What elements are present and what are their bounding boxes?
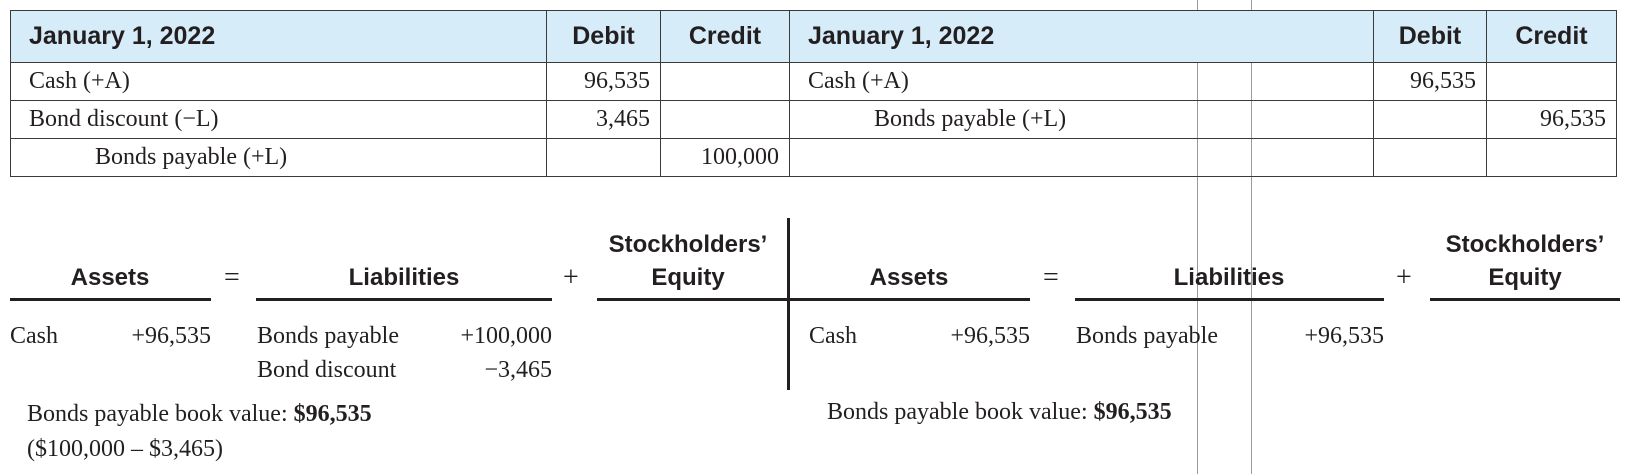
debit-cell: 96,535	[546, 62, 661, 101]
credit-header: Credit	[660, 10, 790, 63]
account-cell: Bonds payable (+L)	[10, 138, 547, 177]
debit-cell	[1373, 100, 1487, 139]
liability-label: Bond discount	[257, 357, 397, 383]
debit-header: Debit	[546, 10, 661, 63]
credit-cell: 100,000	[660, 138, 790, 177]
credit-cell: 96,535	[1486, 100, 1617, 139]
journal-entry-table-discount: January 1, 2022 Debit Credit Cash (+A) 9…	[10, 10, 790, 177]
date-header: January 1, 2022	[10, 10, 547, 63]
liabilities-heading: Liabilities	[348, 264, 460, 291]
book-value-line: Bonds payable book value: $96,535	[27, 401, 372, 428]
asset-label: Cash	[10, 323, 58, 349]
table-row: Cash (+A) 96,535	[789, 62, 1617, 101]
account-cell: Bonds payable (+L)	[789, 100, 1374, 139]
credit-cell	[660, 100, 790, 139]
debit-cell	[1373, 138, 1487, 177]
credit-cell	[1486, 138, 1617, 177]
table-header-row: January 1, 2022 Debit Credit	[10, 10, 790, 63]
book-value-calculation: ($100,000 – $3,465)	[27, 436, 223, 462]
equity-rule	[1430, 298, 1620, 301]
journal-entry-table-net: January 1, 2022 Debit Credit Cash (+A) 9…	[789, 10, 1617, 177]
account-cell	[789, 138, 1374, 177]
liability-label: Bonds payable	[1076, 323, 1218, 349]
debit-cell	[546, 138, 661, 177]
debit-header: Debit	[1373, 10, 1487, 63]
equity-heading-line2: Equity	[651, 264, 725, 291]
asset-value: +96,535	[950, 323, 1030, 349]
table-header-row: January 1, 2022 Debit Credit	[789, 10, 1617, 63]
liability-value: −3,465	[484, 357, 552, 383]
liability-value: +100,000	[460, 323, 552, 349]
book-value-amount: $96,535	[1093, 399, 1172, 425]
account-cell: Cash (+A)	[789, 62, 1374, 101]
liability-label: Bonds payable	[257, 323, 399, 349]
assets-heading: Assets	[70, 264, 150, 291]
book-value-label: Bonds payable book value:	[27, 401, 294, 427]
plus-sign: +	[563, 262, 579, 293]
book-value-line: Bonds payable book value: $96,535	[827, 399, 1172, 426]
divider-line	[1197, 0, 1198, 474]
table-row: Bond discount (−L) 3,465	[10, 100, 790, 139]
assets-rule	[10, 298, 211, 301]
equity-heading-line2: Equity	[1488, 264, 1562, 291]
account-cell: Bond discount (−L)	[10, 100, 547, 139]
asset-value: +96,535	[131, 323, 211, 349]
plus-sign: +	[1396, 262, 1412, 293]
debit-cell: 3,465	[546, 100, 661, 139]
equals-sign: =	[224, 262, 240, 293]
equity-heading-line1: Stockholders’	[608, 231, 768, 258]
divider-line	[1251, 0, 1252, 474]
liabilities-rule	[256, 298, 552, 301]
liabilities-heading: Liabilities	[1173, 264, 1285, 291]
date-header: January 1, 2022	[789, 10, 1374, 63]
assets-rule	[789, 298, 1030, 301]
book-value-amount: $96,535	[293, 401, 372, 427]
credit-cell	[660, 62, 790, 101]
table-row	[789, 138, 1617, 177]
assets-heading: Assets	[869, 264, 949, 291]
liability-value: +96,535	[1304, 323, 1384, 349]
credit-cell	[1486, 62, 1617, 101]
section-divider	[787, 218, 790, 390]
equity-heading-line1: Stockholders’	[1445, 231, 1605, 258]
equals-sign: =	[1043, 262, 1059, 293]
book-value-label: Bonds payable book value:	[827, 399, 1094, 425]
equity-rule	[597, 298, 789, 301]
table-row: Bonds payable (+L) 96,535	[789, 100, 1617, 139]
debit-cell: 96,535	[1373, 62, 1487, 101]
liabilities-rule	[1075, 298, 1384, 301]
asset-label: Cash	[809, 323, 857, 349]
account-cell: Cash (+A)	[10, 62, 547, 101]
table-row: Cash (+A) 96,535	[10, 62, 790, 101]
table-row: Bonds payable (+L) 100,000	[10, 138, 790, 177]
credit-header: Credit	[1486, 10, 1617, 63]
